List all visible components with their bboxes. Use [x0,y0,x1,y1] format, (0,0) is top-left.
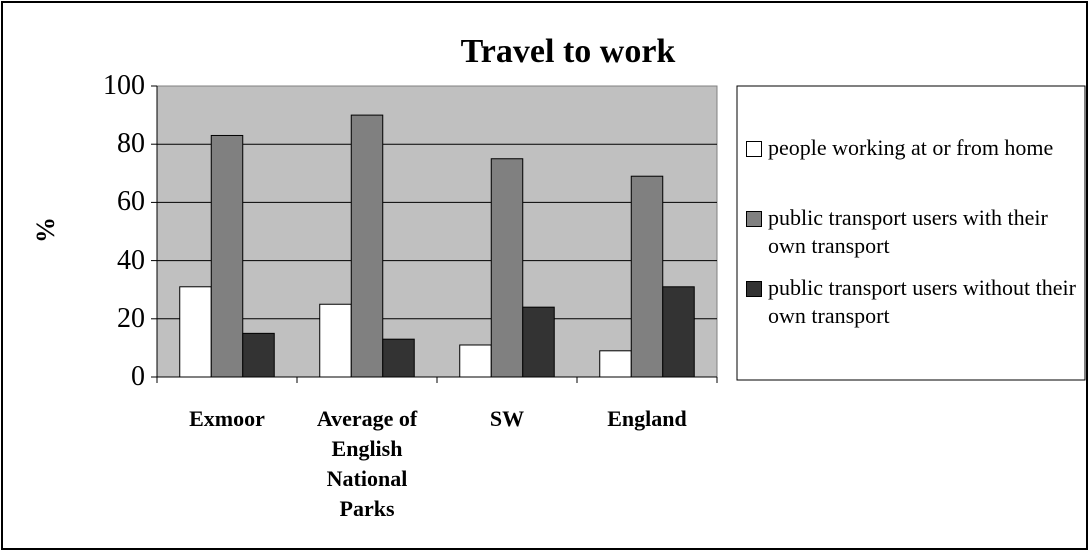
x-tick-label: England [607,406,687,431]
bar [599,350,632,378]
bar [522,306,555,378]
y-tick-label: 60 [117,186,145,218]
y-tick-label: 40 [117,244,145,276]
plot-area [156,85,718,378]
y-tick-label: 0 [131,361,145,392]
chart-title: Travel to work [461,33,676,70]
bar [382,338,415,378]
bar [662,286,695,378]
legend-label: public transport users without their own… [768,275,1076,328]
legend-entry: public transport users without their own… [746,274,1086,330]
bar [459,344,492,378]
x-tick-label: Exmoor [189,406,265,431]
bar [319,303,352,378]
bar [350,114,384,378]
y-axis-label: % [31,217,60,243]
y-tick-label: 20 [117,302,145,334]
x-tick-label: SW [489,406,525,431]
legend-swatch [746,211,762,227]
legend-box [736,85,1086,381]
x-tick-label: Average of English National Parks [316,406,418,521]
legend-swatch [746,141,762,157]
legend-entry: public transport users with their own tr… [746,204,1086,260]
y-tick-label: 100 [103,70,145,101]
bar [179,286,212,378]
legend-entry: people working at or from home [746,134,1086,162]
bar [630,175,664,378]
bar [242,332,275,378]
legend-label: people working at or from home [768,135,1054,160]
legend-swatch [746,281,762,297]
y-tick-label: 80 [117,128,145,160]
bar [490,158,524,378]
legend-label: public transport users with their own tr… [768,205,1048,258]
bar [210,134,244,378]
